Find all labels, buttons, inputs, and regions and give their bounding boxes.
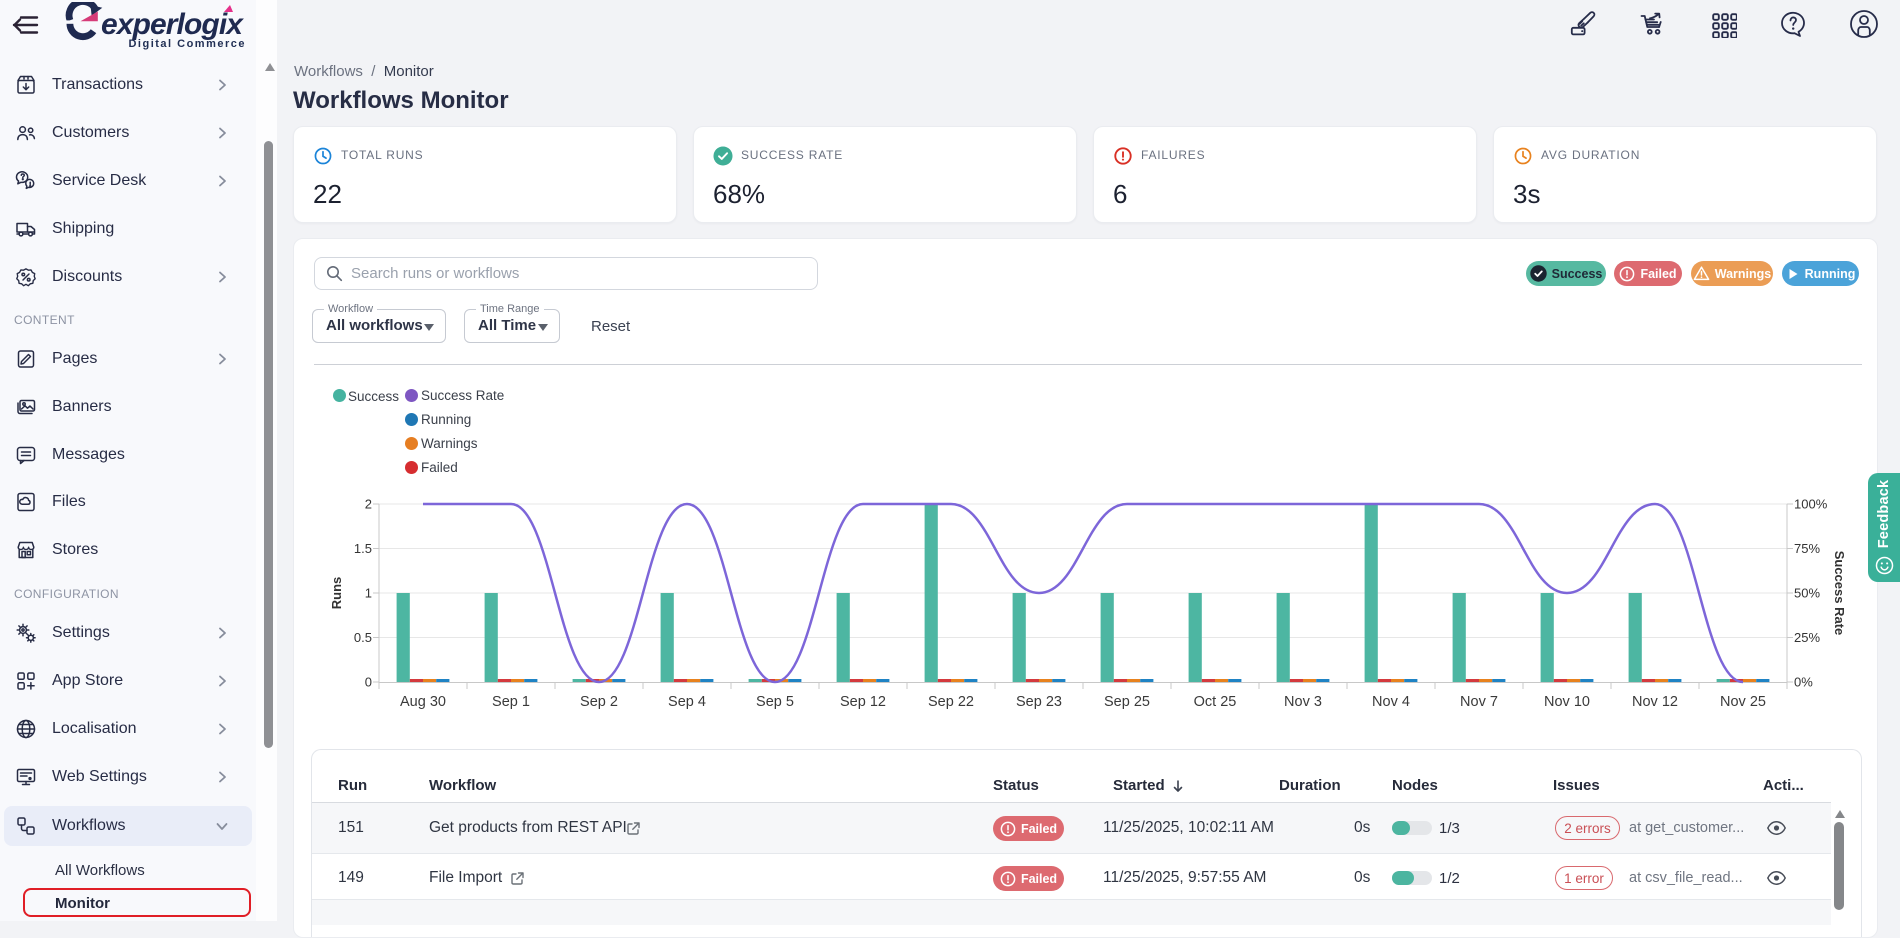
svg-text:Sep 22: Sep 22 <box>928 694 974 710</box>
svg-text:Nov 25: Nov 25 <box>1720 694 1766 710</box>
svg-text:25%: 25% <box>1794 630 1820 645</box>
svg-text:0%: 0% <box>1794 675 1813 690</box>
svg-text:1: 1 <box>365 586 372 601</box>
svg-text:0: 0 <box>365 675 372 690</box>
svg-text:Success Rate: Success Rate <box>1832 551 1847 636</box>
svg-text:Nov 3: Nov 3 <box>1284 694 1322 710</box>
svg-text:2: 2 <box>365 497 372 512</box>
svg-text:Aug 30: Aug 30 <box>400 694 446 710</box>
svg-text:Nov 12: Nov 12 <box>1632 694 1678 710</box>
svg-text:50%: 50% <box>1794 586 1820 601</box>
svg-text:Sep 5: Sep 5 <box>756 694 794 710</box>
svg-text:100%: 100% <box>1794 497 1828 512</box>
svg-text:Sep 12: Sep 12 <box>840 694 886 710</box>
svg-text:Nov 7: Nov 7 <box>1460 694 1498 710</box>
svg-text:1.5: 1.5 <box>354 541 372 556</box>
svg-text:Sep 4: Sep 4 <box>668 694 706 710</box>
svg-text:75%: 75% <box>1794 541 1820 556</box>
svg-text:Oct 25: Oct 25 <box>1194 694 1237 710</box>
svg-text:Nov 4: Nov 4 <box>1372 694 1410 710</box>
svg-text:0.5: 0.5 <box>354 630 372 645</box>
svg-text:Sep 23: Sep 23 <box>1016 694 1062 710</box>
svg-text:Runs: Runs <box>329 577 344 610</box>
svg-text:Sep 25: Sep 25 <box>1104 694 1150 710</box>
svg-text:Nov 10: Nov 10 <box>1544 694 1590 710</box>
svg-text:Sep 2: Sep 2 <box>580 694 618 710</box>
svg-text:Sep 1: Sep 1 <box>492 694 530 710</box>
